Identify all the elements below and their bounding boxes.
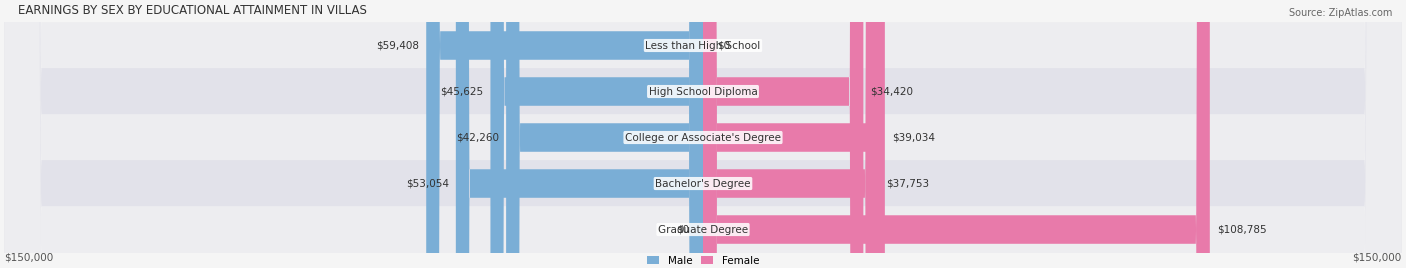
Text: Less than High School: Less than High School <box>645 40 761 50</box>
FancyBboxPatch shape <box>4 0 1402 268</box>
FancyBboxPatch shape <box>4 0 1402 268</box>
Text: Source: ZipAtlas.com: Source: ZipAtlas.com <box>1288 8 1392 18</box>
FancyBboxPatch shape <box>703 0 884 268</box>
Text: $0: $0 <box>717 40 730 50</box>
FancyBboxPatch shape <box>4 0 1402 268</box>
FancyBboxPatch shape <box>506 0 703 268</box>
Text: $45,625: $45,625 <box>440 87 484 96</box>
FancyBboxPatch shape <box>4 0 1402 268</box>
Text: $34,420: $34,420 <box>870 87 914 96</box>
Text: $37,753: $37,753 <box>886 178 929 188</box>
Legend: Male, Female: Male, Female <box>647 256 759 266</box>
FancyBboxPatch shape <box>491 0 703 268</box>
Text: EARNINGS BY SEX BY EDUCATIONAL ATTAINMENT IN VILLAS: EARNINGS BY SEX BY EDUCATIONAL ATTAINMEN… <box>18 4 367 17</box>
FancyBboxPatch shape <box>456 0 703 268</box>
Text: Graduate Degree: Graduate Degree <box>658 225 748 234</box>
Text: $39,034: $39,034 <box>891 132 935 143</box>
FancyBboxPatch shape <box>426 0 703 268</box>
FancyBboxPatch shape <box>703 0 879 268</box>
FancyBboxPatch shape <box>703 0 1209 268</box>
Text: $0: $0 <box>676 225 689 234</box>
Text: $42,260: $42,260 <box>456 132 499 143</box>
Text: $150,000: $150,000 <box>4 252 53 263</box>
Text: $150,000: $150,000 <box>1353 252 1402 263</box>
FancyBboxPatch shape <box>4 0 1402 268</box>
Text: Bachelor's Degree: Bachelor's Degree <box>655 178 751 188</box>
FancyBboxPatch shape <box>703 0 863 268</box>
Text: $108,785: $108,785 <box>1216 225 1267 234</box>
Text: High School Diploma: High School Diploma <box>648 87 758 96</box>
Text: College or Associate's Degree: College or Associate's Degree <box>626 132 780 143</box>
Text: $59,408: $59,408 <box>377 40 419 50</box>
Text: $53,054: $53,054 <box>406 178 449 188</box>
